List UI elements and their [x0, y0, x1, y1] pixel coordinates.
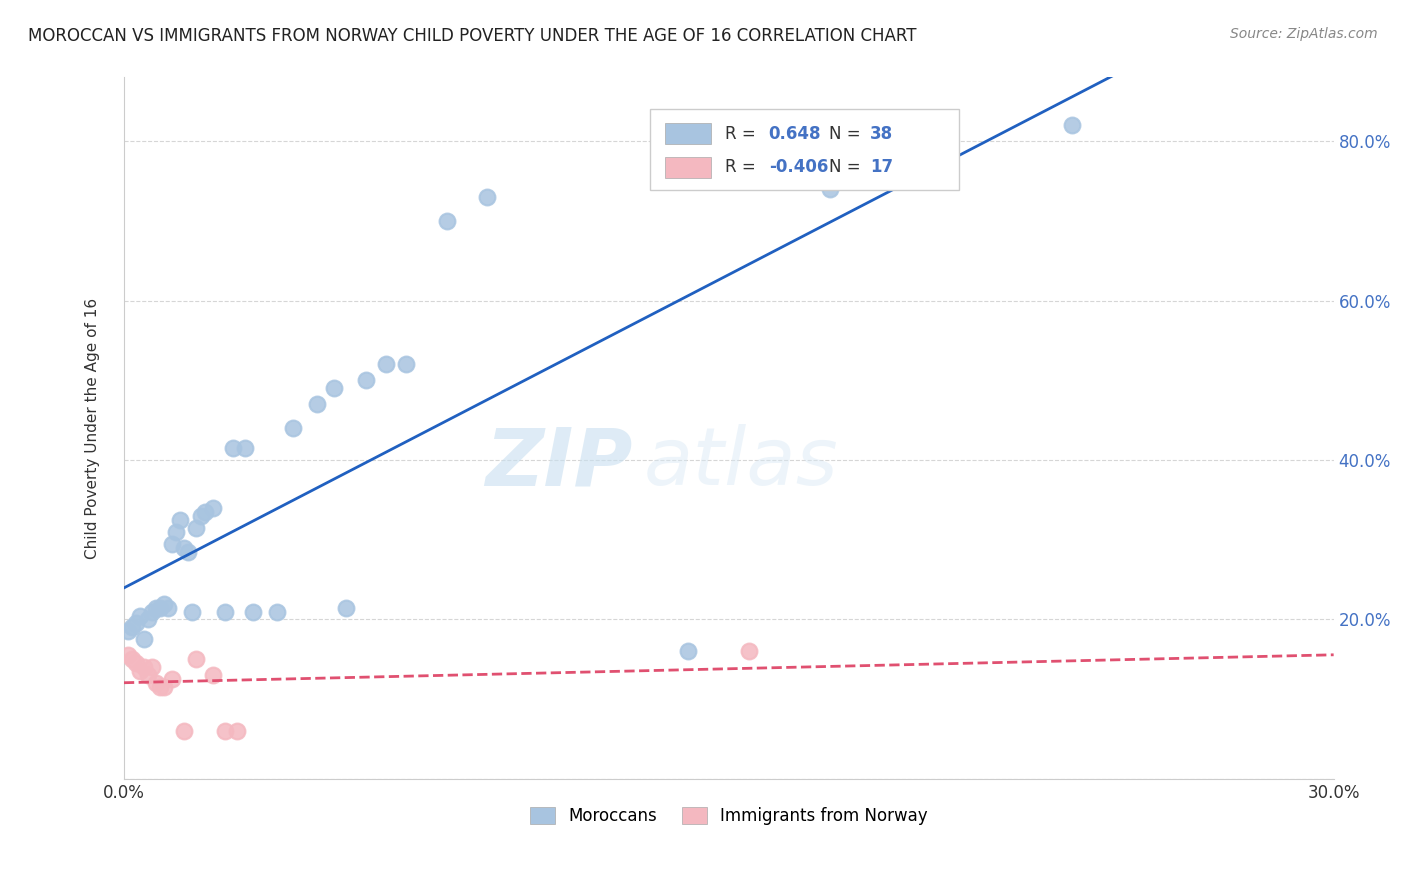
Y-axis label: Child Poverty Under the Age of 16: Child Poverty Under the Age of 16 [86, 298, 100, 558]
Point [162, 537, 184, 551]
Point [145, 600, 167, 615]
Point [214, 605, 236, 619]
Text: MOROCCAN VS IMMIGRANTS FROM NORWAY CHILD POVERTY UNDER THE AGE OF 16 CORRELATION: MOROCCAN VS IMMIGRANTS FROM NORWAY CHILD… [28, 27, 917, 45]
Point [141, 660, 163, 674]
Point [225, 724, 247, 739]
Text: R =: R = [725, 125, 761, 143]
Point [738, 644, 761, 658]
Point [145, 676, 167, 690]
Point [149, 600, 172, 615]
Point [1060, 118, 1083, 132]
Point [307, 397, 329, 411]
Point [177, 545, 200, 559]
Point [162, 673, 184, 687]
Text: ZIP: ZIP [485, 425, 631, 502]
Point [136, 612, 159, 626]
Point [283, 421, 305, 435]
Point [165, 524, 187, 539]
Text: 0.648: 0.648 [769, 125, 821, 143]
Point [121, 620, 143, 634]
Point [375, 358, 398, 372]
Point [201, 500, 224, 515]
FancyBboxPatch shape [665, 157, 710, 178]
Text: N =: N = [830, 125, 866, 143]
Point [173, 541, 195, 555]
Text: N =: N = [830, 158, 866, 177]
Point [149, 680, 172, 694]
Point [322, 381, 344, 395]
Point [335, 600, 357, 615]
Point [136, 668, 159, 682]
Point [190, 508, 212, 523]
FancyBboxPatch shape [665, 123, 710, 145]
Point [818, 182, 841, 196]
Point [153, 680, 176, 694]
Text: 17: 17 [870, 158, 893, 177]
Point [475, 190, 498, 204]
Point [233, 441, 256, 455]
Point [141, 605, 163, 619]
Point [436, 214, 458, 228]
Point [222, 441, 245, 455]
Text: atlas: atlas [644, 425, 839, 502]
Point [129, 665, 152, 679]
Point [181, 605, 204, 619]
Point [354, 373, 377, 387]
Point [157, 600, 180, 615]
Point [186, 521, 208, 535]
Point [121, 652, 143, 666]
Text: 38: 38 [870, 125, 893, 143]
Point [214, 724, 236, 739]
Point [193, 505, 215, 519]
Point [169, 513, 191, 527]
Point [266, 605, 288, 619]
Point [117, 624, 139, 639]
Point [132, 660, 155, 674]
Point [186, 652, 208, 666]
Point [678, 644, 700, 658]
Point [132, 632, 155, 647]
FancyBboxPatch shape [650, 109, 959, 190]
Point [395, 358, 418, 372]
Point [242, 605, 264, 619]
Point [117, 648, 139, 663]
Text: -0.406: -0.406 [769, 158, 828, 177]
Point [173, 724, 195, 739]
Point [125, 616, 148, 631]
Point [153, 597, 176, 611]
Point [201, 668, 224, 682]
Point [125, 657, 148, 671]
Text: R =: R = [725, 158, 761, 177]
Legend: Moroccans, Immigrants from Norway: Moroccans, Immigrants from Norway [522, 799, 936, 834]
Text: Source: ZipAtlas.com: Source: ZipAtlas.com [1230, 27, 1378, 41]
Point [129, 608, 152, 623]
